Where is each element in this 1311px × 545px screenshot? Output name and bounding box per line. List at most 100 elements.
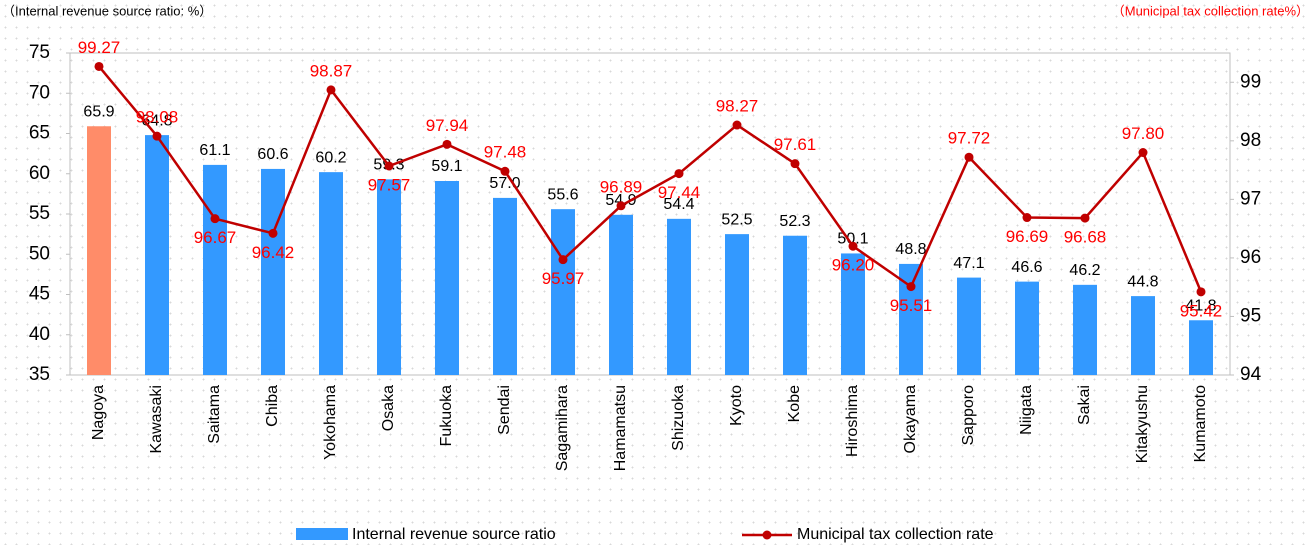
bar	[145, 135, 169, 375]
line-value-label: 96.68	[1064, 228, 1107, 247]
bar-value-label: 54.9	[605, 192, 636, 209]
line-value-label: 97.48	[484, 143, 527, 162]
bar	[957, 277, 981, 375]
line-value-label: 97.72	[948, 129, 991, 148]
y2-tick-label: 97	[1240, 188, 1261, 209]
line	[98, 65, 1203, 293]
legend-label: Internal revenue source ratio	[352, 526, 556, 543]
y2-tick-label: 96	[1240, 247, 1261, 268]
y-tick-label: 50	[29, 243, 50, 264]
x-tick-label: Kobe	[786, 385, 803, 422]
line-value-label: 96.42	[252, 243, 295, 262]
y-tick-label: 35	[29, 364, 50, 385]
x-tick-label: Sendai	[496, 385, 513, 435]
x-tick-label: Kitakyushu	[1134, 385, 1151, 463]
line-value-label: 97.57	[368, 175, 411, 194]
y2-tick-label: 98	[1240, 130, 1261, 151]
left-axis-title: （Internal revenue source ratio: %）	[2, 3, 212, 18]
legend-swatch	[296, 528, 348, 540]
line-value-label: 97.80	[1122, 124, 1165, 143]
line-value-label: 98.87	[310, 61, 353, 80]
bar-value-label: 60.2	[315, 149, 346, 166]
line-value-label: 96.20	[832, 256, 875, 275]
y2-tick-label: 99	[1240, 71, 1261, 92]
bar	[1073, 284, 1097, 375]
line-value-label: 96.67	[194, 228, 237, 247]
bar	[493, 197, 517, 375]
bar	[203, 164, 227, 375]
line-point	[94, 61, 104, 71]
bar-value-label: 46.6	[1011, 259, 1042, 276]
line-point	[268, 228, 278, 238]
y-tick-label: 40	[29, 324, 50, 345]
x-tick-label: Chiba	[264, 385, 281, 427]
bar	[319, 172, 343, 375]
bar	[261, 168, 285, 375]
bar	[377, 179, 401, 375]
line-point	[558, 255, 568, 265]
y-tick-label: 60	[29, 163, 50, 184]
line-value-label: 96.69	[1006, 227, 1049, 246]
bar-value-label: 61.1	[199, 142, 230, 159]
x-tick-label: Yokohama	[322, 385, 339, 460]
bar	[841, 253, 865, 375]
line-point	[384, 161, 394, 171]
y-tick-label: 55	[29, 203, 50, 224]
x-tick-label: Osaka	[380, 385, 397, 431]
line-point	[152, 131, 162, 141]
bar-value-label: 52.3	[779, 213, 810, 230]
line-value-label: 98.27	[716, 96, 759, 115]
bar	[609, 214, 633, 375]
x-tick-label: Kyoto	[728, 385, 745, 426]
line-point	[1022, 213, 1032, 223]
y-tick-label: 75	[29, 42, 50, 63]
y-tick-label: 45	[29, 284, 50, 305]
bar-value-label: 55.6	[547, 186, 578, 203]
line-point	[1196, 287, 1206, 297]
bar	[725, 234, 749, 375]
x-tick-label: Kawasaki	[148, 385, 165, 453]
bar-value-label: 44.8	[1127, 273, 1158, 290]
x-tick-label: Nagoya	[90, 385, 107, 440]
line-point	[326, 85, 336, 95]
line-point	[964, 152, 974, 162]
bar	[1015, 281, 1039, 375]
line-point	[500, 166, 510, 176]
line-point	[674, 169, 684, 179]
bar-value-label: 54.4	[663, 196, 694, 213]
bar-value-label: 52.5	[721, 211, 752, 228]
x-tick-label: Okayama	[902, 385, 919, 454]
x-tick-label: Fukuoka	[438, 385, 455, 446]
bar-value-label: 41.8	[1185, 297, 1216, 314]
legend-label: Municipal tax collection rate	[797, 526, 994, 543]
line-point	[1138, 148, 1148, 158]
line-point	[616, 201, 626, 211]
bar	[435, 180, 459, 375]
legend-swatch	[762, 530, 772, 540]
line-point	[442, 139, 452, 149]
line-point	[210, 214, 220, 224]
bar-value-label: 46.2	[1069, 262, 1100, 279]
bar	[667, 218, 691, 375]
x-tick-label: Shizuoka	[670, 385, 687, 451]
bar-value-label: 47.1	[953, 255, 984, 272]
x-tick-label: Kumamoto	[1192, 385, 1209, 462]
bar-value-label: 60.6	[257, 146, 288, 163]
line-value-label: 95.97	[542, 269, 585, 288]
line-value-label: 97.44	[658, 183, 701, 202]
y-tick-label: 70	[29, 82, 50, 103]
line-value-label: 96.89	[600, 177, 643, 196]
right-axis-title: （Municipal tax collection rate%）	[1112, 3, 1309, 18]
y2-tick-label: 94	[1240, 364, 1262, 385]
x-tick-label: Hiroshima	[844, 385, 861, 457]
line-point	[1080, 213, 1090, 223]
bar	[551, 209, 575, 375]
x-tick-label: Saitama	[206, 385, 223, 444]
bar	[87, 126, 111, 375]
bar-value-label: 48.8	[895, 241, 926, 258]
line-value-label: 95.51	[890, 296, 933, 315]
line-value-label: 97.94	[426, 116, 469, 135]
x-tick-label: Sapporo	[960, 385, 977, 446]
bar-value-label: 59.1	[431, 158, 462, 175]
